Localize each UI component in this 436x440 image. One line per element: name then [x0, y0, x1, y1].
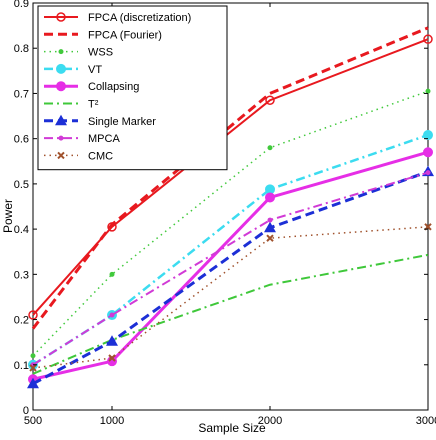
x-tick-label: 1000 [100, 415, 124, 427]
data-point [57, 151, 65, 160]
data-point [265, 95, 275, 105]
data-point [56, 81, 66, 92]
data-point [423, 147, 433, 158]
legend-item: Collapsing [44, 81, 139, 93]
data-point [27, 377, 39, 389]
data-point [109, 312, 115, 318]
legend-label: Collapsing [88, 81, 139, 93]
data-point [108, 354, 116, 362]
legend-item: WSS [44, 47, 113, 59]
x-tick-label: 500 [24, 415, 42, 427]
x-axis-label: Sample Size [198, 421, 266, 435]
legend-label: T² [88, 99, 99, 111]
x-tick-label: 2000 [258, 415, 282, 427]
series-8 [29, 223, 432, 372]
legend-label: Single Marker [88, 116, 156, 128]
series-7 [30, 170, 431, 368]
legend: FPCA (discretization) FPCA (Fourier) WSS VT… [37, 5, 228, 171]
legend-label: FPCA (discretization) [88, 12, 191, 24]
y-tick-label: 0.1 [14, 360, 29, 372]
data-point [56, 12, 66, 22]
data-point [267, 145, 273, 151]
y-tick-label: 0.7 [14, 88, 29, 100]
legend-label: FPCA (Fourier) [88, 29, 162, 41]
y-tick-label: 0 [23, 405, 29, 417]
series-line [32, 253, 429, 375]
data-point [58, 49, 64, 55]
data-point [55, 114, 67, 126]
legend-label: WSS [88, 47, 113, 59]
data-point [265, 192, 275, 203]
y-tick-label: 0.2 [14, 315, 29, 327]
y-tick-label: 0.8 [14, 43, 29, 55]
legend-label: CMC [88, 150, 113, 162]
y-axis-label: Power [1, 199, 15, 233]
series-line [32, 150, 429, 381]
series-1 [31, 26, 429, 330]
legend-item: CMC [44, 150, 113, 162]
series-2 [30, 88, 431, 359]
legend-item: Single Marker [44, 114, 156, 128]
y-tick-label: 0.5 [14, 179, 29, 191]
data-point [266, 234, 274, 242]
data-point [30, 353, 36, 359]
y-tick-label: 0.9 [14, 0, 29, 10]
data-point [264, 221, 276, 233]
data-point [109, 271, 115, 277]
data-point [106, 335, 118, 346]
series-line [32, 171, 429, 366]
legend-item: VT [44, 63, 102, 76]
data-point [56, 63, 66, 74]
series-line [32, 226, 429, 369]
legend-label: VT [88, 64, 102, 76]
data-point [267, 217, 273, 223]
data-point [423, 34, 433, 44]
data-point [29, 364, 37, 372]
y-tick-label: 0.6 [14, 134, 29, 146]
data-point [425, 170, 431, 176]
series-line [32, 90, 429, 357]
data-point [423, 130, 433, 141]
legend-label: MPCA [88, 133, 120, 145]
legend-item: T² [44, 99, 99, 111]
legend-item: MPCA [44, 133, 120, 145]
data-point [425, 88, 431, 94]
data-point [28, 310, 38, 320]
plot-area [27, 2, 434, 411]
legend-box [37, 5, 228, 171]
series-4 [28, 147, 433, 385]
legend-item: FPCA (Fourier) [44, 29, 162, 41]
y-tick-label: 0.3 [14, 269, 29, 281]
series-line [31, 26, 429, 330]
y-axis-ticks: 0 0.1 0.2 0.3 0.4 0.5 0.6 0.7 0.8 0.9 [14, 0, 428, 417]
legend-item: FPCA (discretization) [44, 12, 191, 24]
series-5 [32, 253, 429, 375]
y-tick-label: 0.4 [14, 224, 29, 236]
data-point [58, 135, 64, 141]
